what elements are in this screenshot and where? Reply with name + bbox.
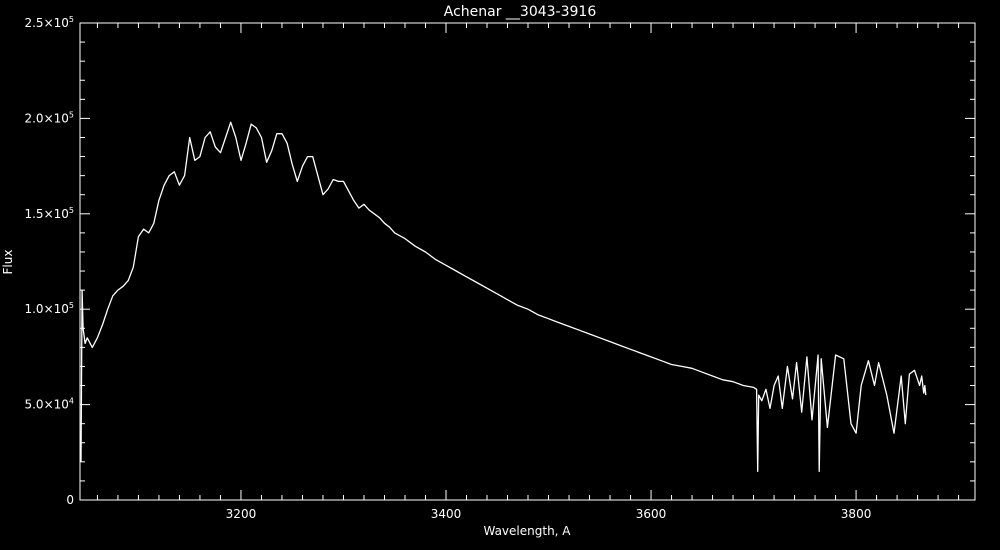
y-tick-mantissa: 0 [66,493,74,507]
y-tick-label: 0 [66,493,74,507]
x-axis-label: Wavelength, A [483,524,571,538]
y-tick-label: 5.0×104 [24,397,74,412]
y-tick-mantissa: 5.0×10 [24,398,68,412]
x-tick-label: 3800 [841,507,872,521]
y-tick-label: 2.0×105 [24,110,74,125]
y-tick-exponent: 5 [69,110,74,119]
y-tick-exponent: 4 [69,397,74,406]
y-tick-mantissa: 1.5×10 [24,207,68,221]
y-axis-label: Flux [1,250,15,275]
x-tick-label: 3400 [431,507,462,521]
y-tick-label: 1.0×105 [24,301,74,316]
axis-ticks [80,22,975,501]
x-tick-labels: 3200 3400 3600 3800 [226,507,872,521]
y-tick-exponent: 5 [69,301,74,310]
x-tick-label: 3600 [636,507,667,521]
y-tick-exponent: 5 [69,206,74,215]
y-tick-label: 1.5×105 [24,206,74,221]
y-tick-mantissa: 1.0×10 [24,302,68,316]
y-tick-mantissa: 2.5×10 [24,16,68,30]
x-tick-label: 3200 [226,507,257,521]
plot-frame [79,22,976,501]
flux-series-line [80,121,927,473]
chart-title: Achenar __3043-3916 [444,4,597,20]
y-tick-exponent: 5 [69,15,74,24]
y-tick-mantissa: 2.0×10 [24,111,68,125]
y-tick-label: 2.5×105 [24,15,74,30]
